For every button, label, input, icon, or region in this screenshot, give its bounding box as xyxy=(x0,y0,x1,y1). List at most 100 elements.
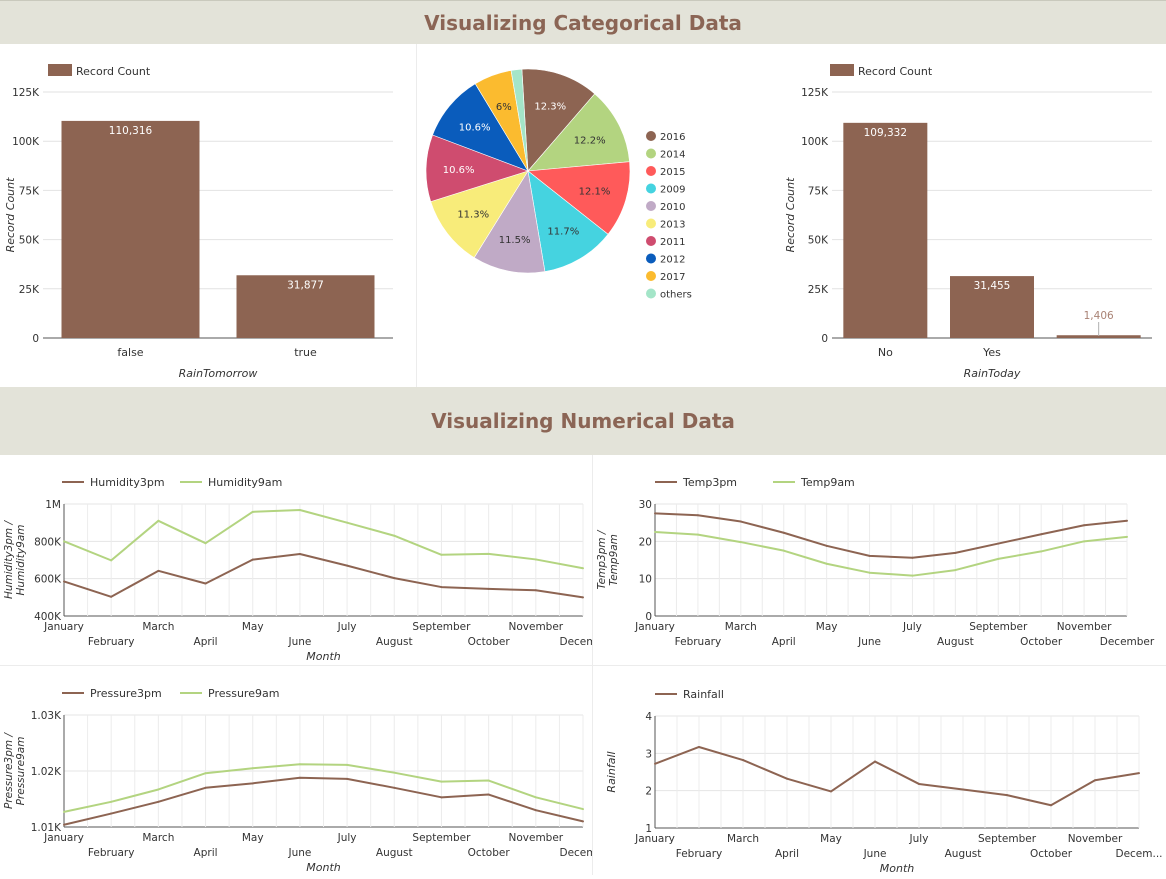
x-axis-title: Month xyxy=(306,650,341,663)
x-tick-label: May xyxy=(816,621,838,633)
data-point xyxy=(830,790,832,793)
slice-label: 11.5% xyxy=(499,235,531,246)
y-tick-label: 25K xyxy=(19,284,40,296)
data-point xyxy=(997,542,1000,545)
legend-label: Temp3pm xyxy=(682,476,737,489)
x-tick-label: Decem... xyxy=(1115,848,1162,860)
x-tick-label: No xyxy=(878,346,893,359)
data-point xyxy=(1138,772,1140,775)
legend-label: Pressure3pm xyxy=(90,687,162,700)
x-tick-label: May xyxy=(242,832,264,844)
x-tick-label: August xyxy=(376,847,413,859)
legend-label: 2014 xyxy=(660,150,685,161)
y-tick-label: 0 xyxy=(32,333,39,345)
bar-value-label: 31,877 xyxy=(287,279,324,291)
data-point xyxy=(440,780,443,783)
x-tick-label: Decem... xyxy=(559,636,592,648)
x-tick-label: May xyxy=(820,833,842,845)
x-tick-label: February xyxy=(676,848,723,860)
data-point xyxy=(393,577,396,580)
x-tick-label: June xyxy=(287,847,311,859)
x-tick-label: June xyxy=(863,848,887,860)
data-point xyxy=(918,782,920,785)
data-point xyxy=(63,810,65,813)
data-point xyxy=(534,558,537,561)
legend-label: Rainfall xyxy=(683,688,724,701)
x-tick-label: April xyxy=(194,636,218,648)
x-tick-label: January xyxy=(634,621,675,633)
data-point xyxy=(654,762,656,765)
data-point xyxy=(393,534,396,537)
pressure-line-chart: Pressure3pm Pressure9am 1.01K 1.02K 1.03K Jan… xyxy=(3,687,607,874)
x-tick-label: December xyxy=(1100,636,1155,648)
y-tick-label: 800K xyxy=(34,536,62,548)
legend-label: 2013 xyxy=(660,220,685,231)
year-pie-panel: 12.3% 12.2% 12.1% 11.7% 11.5% 11.3% 10.6% 10.6%… xyxy=(417,44,772,387)
slice-label: 12.2% xyxy=(574,135,606,146)
humidity-line-chart: Humidity3pm Humidity9am 400K 600K 800K 1M Janu… xyxy=(3,476,607,663)
legend-label: 2012 xyxy=(660,255,685,266)
data-point xyxy=(63,540,65,543)
legend-label: 2017 xyxy=(660,272,685,283)
data-point xyxy=(786,777,788,780)
x-tick-label: January xyxy=(634,833,675,845)
y-tick-label: 125K xyxy=(801,87,829,99)
temperature-panel: Temp3pm Temp9am 0 10 20 30 January February Marc… xyxy=(593,455,1166,665)
x-tick-label: October xyxy=(1020,636,1063,648)
data-point xyxy=(298,776,301,779)
y-tick-label: 50K xyxy=(808,235,829,247)
x-tick-label: September xyxy=(969,621,1028,633)
x-tick-label: September xyxy=(412,832,471,844)
x-axis-title: RainTomorrow xyxy=(179,367,258,380)
legend-dot xyxy=(646,271,656,281)
x-tick-label: October xyxy=(468,636,511,648)
y-tick-label: 75K xyxy=(19,185,40,197)
y-tick-label: 1.03K xyxy=(31,710,62,722)
x-axis-title: Month xyxy=(880,862,915,875)
slice-label: 6% xyxy=(496,102,512,113)
x-tick-label: October xyxy=(468,847,511,859)
legend-dot xyxy=(646,218,656,229)
x-tick-label: November xyxy=(1057,621,1112,633)
data-point xyxy=(782,531,785,534)
data-point xyxy=(1006,794,1008,797)
legend-dot xyxy=(646,236,656,246)
y-tick-label: 30 xyxy=(639,499,652,511)
x-tick-label: February xyxy=(88,636,135,648)
data-point xyxy=(742,759,744,762)
data-point xyxy=(534,796,537,799)
legend-swatch xyxy=(48,64,72,76)
slice-label: 10.6% xyxy=(459,123,491,134)
x-tick-label: April xyxy=(772,636,796,648)
rain-tomorrow-bar-chart: Record Count 0 25K 50K 75K 100K 125K 110,316 fal… xyxy=(4,64,393,380)
data-point xyxy=(954,569,957,572)
legend-label: others xyxy=(660,290,692,301)
y-tick-label: 100K xyxy=(801,136,829,148)
panel-divider xyxy=(416,44,417,387)
panel-divider xyxy=(0,665,1166,666)
y-tick-label: 4 xyxy=(645,711,652,723)
data-point xyxy=(582,820,584,823)
data-point xyxy=(911,574,914,577)
legend-dot xyxy=(646,253,656,264)
data-point xyxy=(440,796,443,799)
legend-label: 2015 xyxy=(660,167,685,178)
numerical-section-header: Visualizing Numerical Data xyxy=(0,387,1166,455)
pie-slice xyxy=(527,170,609,272)
categorical-section-header: Visualizing Categorical Data xyxy=(0,0,1166,45)
legend-label: Temp9am xyxy=(800,476,855,489)
data-point xyxy=(1083,540,1086,543)
legend-label: Pressure9am xyxy=(208,687,279,700)
series-line xyxy=(63,553,584,599)
data-point xyxy=(298,763,301,766)
y-tick-label: 0 xyxy=(821,333,828,345)
data-point xyxy=(346,521,349,524)
legend-dot xyxy=(646,288,656,299)
data-point xyxy=(1126,519,1128,522)
data-point xyxy=(157,519,160,522)
data-point xyxy=(346,763,349,766)
y-tick-label: 10 xyxy=(639,574,652,586)
data-point xyxy=(204,772,207,775)
data-point xyxy=(440,586,443,589)
